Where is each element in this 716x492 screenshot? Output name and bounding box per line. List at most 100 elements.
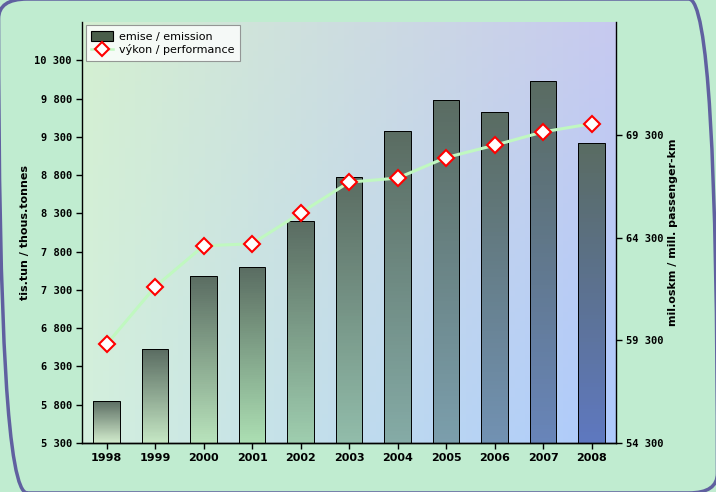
Bar (238, 335, 266, 337)
Bar (287, 301, 314, 304)
Bar (579, 251, 605, 255)
Bar (481, 314, 508, 319)
Bar (579, 364, 605, 368)
Bar (384, 314, 411, 318)
Bar (287, 329, 314, 332)
Bar (142, 416, 168, 417)
Bar (432, 160, 460, 164)
Bar (142, 359, 168, 360)
Bar (142, 355, 168, 357)
Bar (93, 425, 120, 426)
Bar (481, 136, 508, 141)
Bar (336, 409, 362, 413)
Bar (432, 164, 460, 169)
Bar (142, 381, 168, 382)
Bar (287, 385, 314, 387)
Bar (384, 170, 411, 174)
Bar (190, 345, 217, 347)
Bar (481, 426, 508, 430)
Bar (336, 223, 362, 226)
Bar (336, 316, 362, 320)
Bar (384, 185, 411, 189)
Bar (93, 413, 120, 414)
Bar (238, 333, 266, 335)
Bar (238, 269, 266, 271)
Bar (190, 299, 217, 301)
Bar (432, 357, 460, 362)
Bar (190, 399, 217, 401)
Bar (579, 184, 605, 188)
Bar (287, 437, 314, 440)
Bar (142, 357, 168, 358)
Bar (190, 311, 217, 313)
Bar (481, 438, 508, 443)
Bar (142, 436, 168, 437)
Bar (530, 406, 556, 411)
Bar (336, 346, 362, 350)
Bar (287, 434, 314, 437)
Bar (384, 365, 411, 369)
Bar (336, 186, 362, 190)
Bar (481, 198, 508, 203)
Bar (432, 430, 460, 434)
Bar (530, 311, 556, 316)
Bar (287, 412, 314, 415)
Bar (579, 162, 605, 165)
Bar (432, 396, 460, 400)
Bar (287, 307, 314, 310)
Bar (142, 442, 168, 443)
Bar (579, 211, 605, 214)
Bar (238, 399, 266, 401)
Bar (238, 322, 266, 324)
Bar (287, 382, 314, 385)
Bar (384, 419, 411, 423)
Bar (336, 360, 362, 363)
Bar (384, 154, 411, 158)
Bar (384, 255, 411, 259)
Bar (238, 390, 266, 392)
Bar (481, 389, 508, 393)
Bar (432, 199, 460, 203)
Bar (336, 250, 362, 253)
Bar (336, 216, 362, 220)
Bar (530, 284, 556, 289)
Bar (238, 289, 266, 291)
Bar (142, 438, 168, 439)
Bar (579, 143, 605, 443)
Bar (287, 268, 314, 271)
Bar (432, 297, 460, 302)
Bar (530, 325, 556, 330)
Bar (336, 309, 362, 313)
Bar (190, 291, 217, 293)
Bar (238, 295, 266, 298)
Bar (336, 320, 362, 323)
Bar (190, 370, 217, 372)
Bar (238, 341, 266, 344)
Bar (384, 334, 411, 338)
Bar (481, 207, 508, 211)
Bar (142, 370, 168, 371)
Bar (142, 369, 168, 370)
Bar (287, 299, 314, 302)
Bar (579, 315, 605, 319)
Bar (336, 183, 362, 186)
Bar (579, 439, 605, 443)
Bar (336, 256, 362, 260)
Bar (93, 424, 120, 425)
Bar (190, 276, 217, 443)
Bar (336, 433, 362, 436)
Bar (336, 396, 362, 400)
Bar (530, 158, 556, 162)
Bar (530, 338, 556, 343)
Bar (287, 373, 314, 376)
Bar (238, 346, 266, 348)
Bar (336, 237, 362, 240)
Bar (481, 339, 508, 343)
Bar (238, 293, 266, 296)
Bar (287, 387, 314, 390)
Bar (481, 343, 508, 347)
Bar (579, 338, 605, 341)
Bar (530, 348, 556, 352)
Bar (432, 242, 460, 246)
Bar (530, 411, 556, 416)
